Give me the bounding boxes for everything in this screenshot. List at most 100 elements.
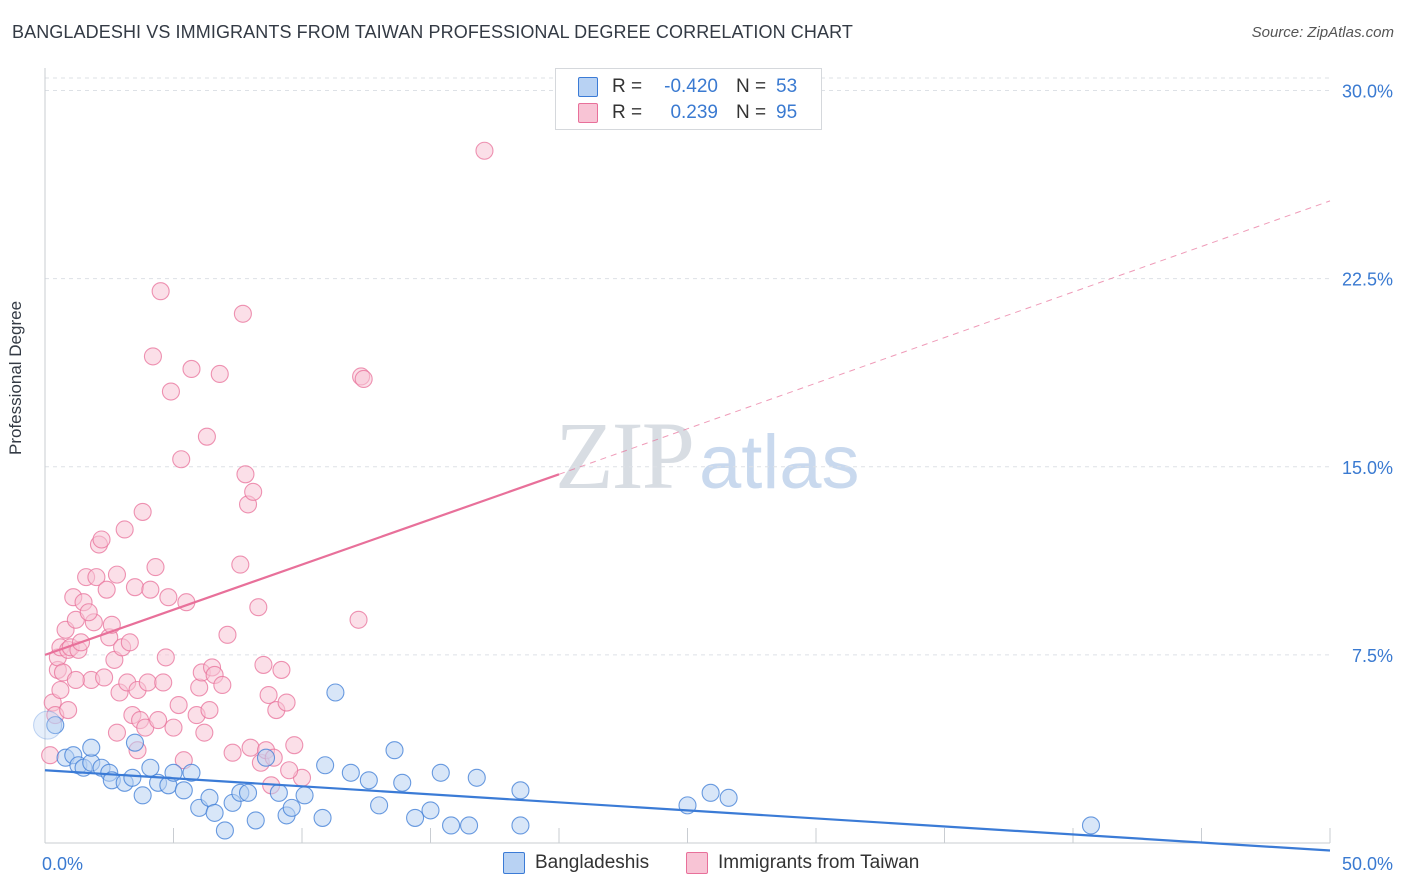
data-point: [431, 763, 450, 782]
data-point: [200, 701, 219, 720]
data-point: [280, 761, 299, 780]
data-point: [701, 783, 720, 802]
trend-line-taiwan: [44, 473, 560, 656]
legend-item-bangladeshis[interactable]: Bangladeshis: [503, 852, 649, 874]
legend-r-value: -0.420: [664, 76, 718, 97]
data-point: [46, 716, 65, 735]
data-point: [115, 520, 134, 539]
data-point: [210, 364, 229, 384]
data-point: [200, 788, 219, 807]
legend-swatch-pink: [686, 852, 708, 874]
data-point: [97, 580, 116, 599]
data-point: [215, 821, 234, 840]
x-tick-label: 0.0%: [42, 854, 83, 874]
data-point: [1081, 816, 1101, 835]
source-value[interactable]: ZipAtlas.com: [1307, 24, 1394, 41]
x-tick-label: 50.0%: [1342, 854, 1393, 874]
data-point: [141, 758, 160, 777]
data-point: [154, 673, 173, 692]
data-point: [133, 502, 152, 521]
data-point: [125, 578, 144, 597]
data-point: [197, 427, 216, 446]
y-tick-label: 7.5%: [1352, 646, 1393, 666]
data-point: [238, 783, 258, 802]
trend-line-taiwan-extension: [558, 200, 1331, 475]
legend-n-value: 95: [776, 102, 798, 123]
data-point: [467, 768, 486, 787]
data-point: [123, 768, 142, 787]
data-point: [133, 786, 152, 805]
y-tick-label: 15.0%: [1342, 458, 1393, 478]
y-tick-label: 22.5%: [1342, 270, 1393, 290]
series-legend: Bangladeshis Immigrants from Taiwan: [0, 852, 1406, 878]
data-point: [182, 763, 201, 782]
data-point: [359, 771, 378, 790]
data-point: [107, 565, 127, 584]
data-point: [326, 683, 345, 702]
legend-swatch-blue: [578, 77, 598, 97]
data-point: [138, 673, 157, 692]
data-point: [316, 756, 335, 775]
data-point: [159, 588, 178, 607]
data-point: [141, 580, 160, 599]
data-point: [182, 359, 201, 379]
data-point: [236, 465, 255, 484]
legend-row-bangladeshis: R = -0.420 N = 53: [578, 75, 797, 99]
data-point: [244, 482, 263, 501]
data-point: [205, 803, 224, 822]
data-point: [125, 733, 144, 752]
data-point: [272, 660, 291, 679]
data-point: [385, 741, 404, 760]
data-point: [231, 555, 250, 574]
y-tick-label: 30.0%: [1342, 82, 1393, 102]
data-point: [213, 675, 232, 695]
data-point: [256, 748, 276, 767]
data-point: [406, 808, 425, 827]
legend-n-label: N =: [736, 102, 767, 123]
data-point: [442, 816, 461, 835]
data-point: [313, 808, 332, 827]
legend-swatch-blue: [503, 852, 525, 874]
data-point: [241, 738, 260, 757]
tick-labels: 7.5% 15.0% 22.5% 30.0% 0.0% 50.0%: [42, 82, 1393, 874]
legend-swatch-pink: [578, 103, 598, 123]
y-axis-label: Professional Degree: [6, 300, 25, 455]
data-point: [511, 781, 530, 800]
legend-label-taiwan: Immigrants from Taiwan: [718, 852, 920, 873]
data-point: [285, 736, 304, 755]
data-point: [511, 816, 530, 835]
data-point: [190, 678, 209, 697]
data-point: [92, 530, 111, 549]
data-point: [282, 798, 301, 817]
legend-r-label: R =: [612, 102, 643, 123]
chart-title: BANGLADESHI VS IMMIGRANTS FROM TAIWAN PR…: [12, 22, 853, 42]
data-point: [223, 743, 242, 762]
data-point: [59, 701, 78, 720]
data-point: [161, 382, 180, 401]
data-point: [349, 610, 368, 629]
data-point: [277, 693, 296, 712]
data-point: [341, 763, 360, 782]
data-point: [51, 680, 70, 700]
data-point: [143, 347, 162, 366]
data-point: [66, 670, 85, 690]
source-label: Source:: [1251, 24, 1304, 41]
trend-line-bangladeshis: [44, 769, 1331, 852]
data-points: [33, 141, 1101, 840]
data-point: [295, 786, 314, 805]
legend-item-taiwan[interactable]: Immigrants from Taiwan: [686, 852, 919, 874]
data-point: [79, 603, 98, 622]
legend-label-bangladeshis: Bangladeshis: [535, 852, 650, 873]
data-point: [195, 723, 214, 742]
axes: [44, 68, 1331, 844]
data-point: [259, 685, 278, 705]
data-point: [164, 718, 183, 737]
correlation-legend: R = -0.420 N = 53 R = 0.239 N = 95: [555, 68, 822, 130]
data-point: [218, 625, 237, 644]
data-point: [107, 723, 127, 742]
legend-r-label: R =: [612, 76, 643, 97]
data-point: [393, 773, 412, 792]
data-point: [41, 746, 60, 765]
data-point: [246, 811, 265, 830]
